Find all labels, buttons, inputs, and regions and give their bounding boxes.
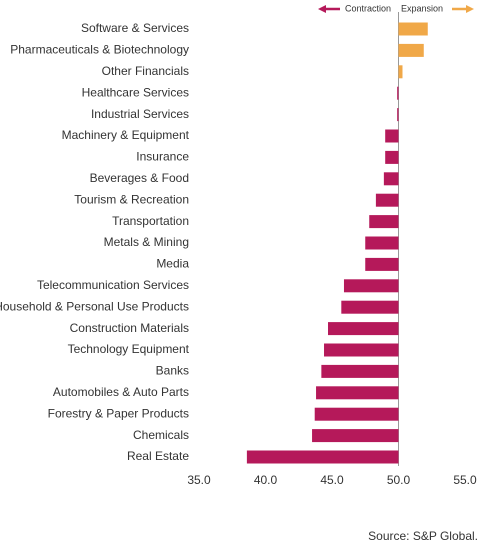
bar — [365, 257, 399, 271]
y-tick-label: Software & Services — [81, 21, 189, 35]
bar — [383, 172, 399, 186]
y-tick-label: Banks — [156, 364, 189, 378]
y-tick-label: Beverages & Food — [90, 171, 189, 185]
bar — [246, 450, 399, 464]
x-tick-label: 45.0 — [320, 473, 344, 487]
bar — [385, 129, 399, 143]
bar — [324, 343, 399, 357]
y-tick-label: Forestry & Paper Products — [48, 406, 189, 420]
legend-label: Expansion — [401, 3, 443, 13]
legend-label: Contraction — [345, 3, 391, 13]
bar — [397, 108, 399, 122]
bar — [397, 86, 399, 100]
bar — [321, 364, 399, 378]
bar — [316, 386, 399, 400]
x-tick-label: 35.0 — [187, 473, 211, 487]
x-tick-label: 40.0 — [254, 473, 278, 487]
y-tick-label: Insurance — [136, 150, 189, 164]
bar — [328, 322, 399, 336]
source: Source: S&P Global. — [368, 529, 478, 543]
bar — [312, 429, 399, 443]
y-tick-label: Chemicals — [133, 428, 189, 442]
y-tick-label: Industrial Services — [91, 107, 189, 121]
bar — [398, 65, 403, 79]
y-tick-label: Telecommunication Services — [37, 278, 189, 292]
legend-arrow-head — [318, 5, 326, 13]
y-tick-label: Healthcare Services — [82, 85, 189, 99]
bar — [398, 22, 428, 36]
bar — [385, 150, 399, 164]
y-tick-label: Tourism & Recreation — [74, 192, 189, 206]
y-tick-label: Real Estate — [127, 449, 189, 463]
y-tick-label: Technology Equipment — [68, 342, 190, 356]
x-tick-label: 50.0 — [387, 473, 411, 487]
bar — [365, 236, 399, 250]
y-tick-label: Other Financials — [102, 64, 189, 78]
y-tick-label: Pharmaceuticals & Biotechnology — [10, 43, 189, 57]
bar — [314, 407, 399, 421]
y-tick-label: Media — [156, 257, 189, 271]
y-tick-label: Transportation — [112, 214, 189, 228]
legend-arrow-head — [466, 5, 474, 13]
y-tick-label: Metals & Mining — [104, 235, 189, 249]
y-tick-label: Construction Materials — [70, 321, 189, 335]
bar — [398, 43, 424, 57]
bar — [343, 279, 399, 293]
bar — [369, 215, 399, 229]
y-tick-label: Machinery & Equipment — [62, 128, 190, 142]
x-tick-label: 55.0 — [453, 473, 477, 487]
bar — [341, 300, 399, 314]
y-tick-label: Automobiles & Auto Parts — [53, 385, 189, 399]
y-tick-label: Household & Personal Use Products — [0, 299, 189, 313]
bar — [375, 193, 399, 207]
